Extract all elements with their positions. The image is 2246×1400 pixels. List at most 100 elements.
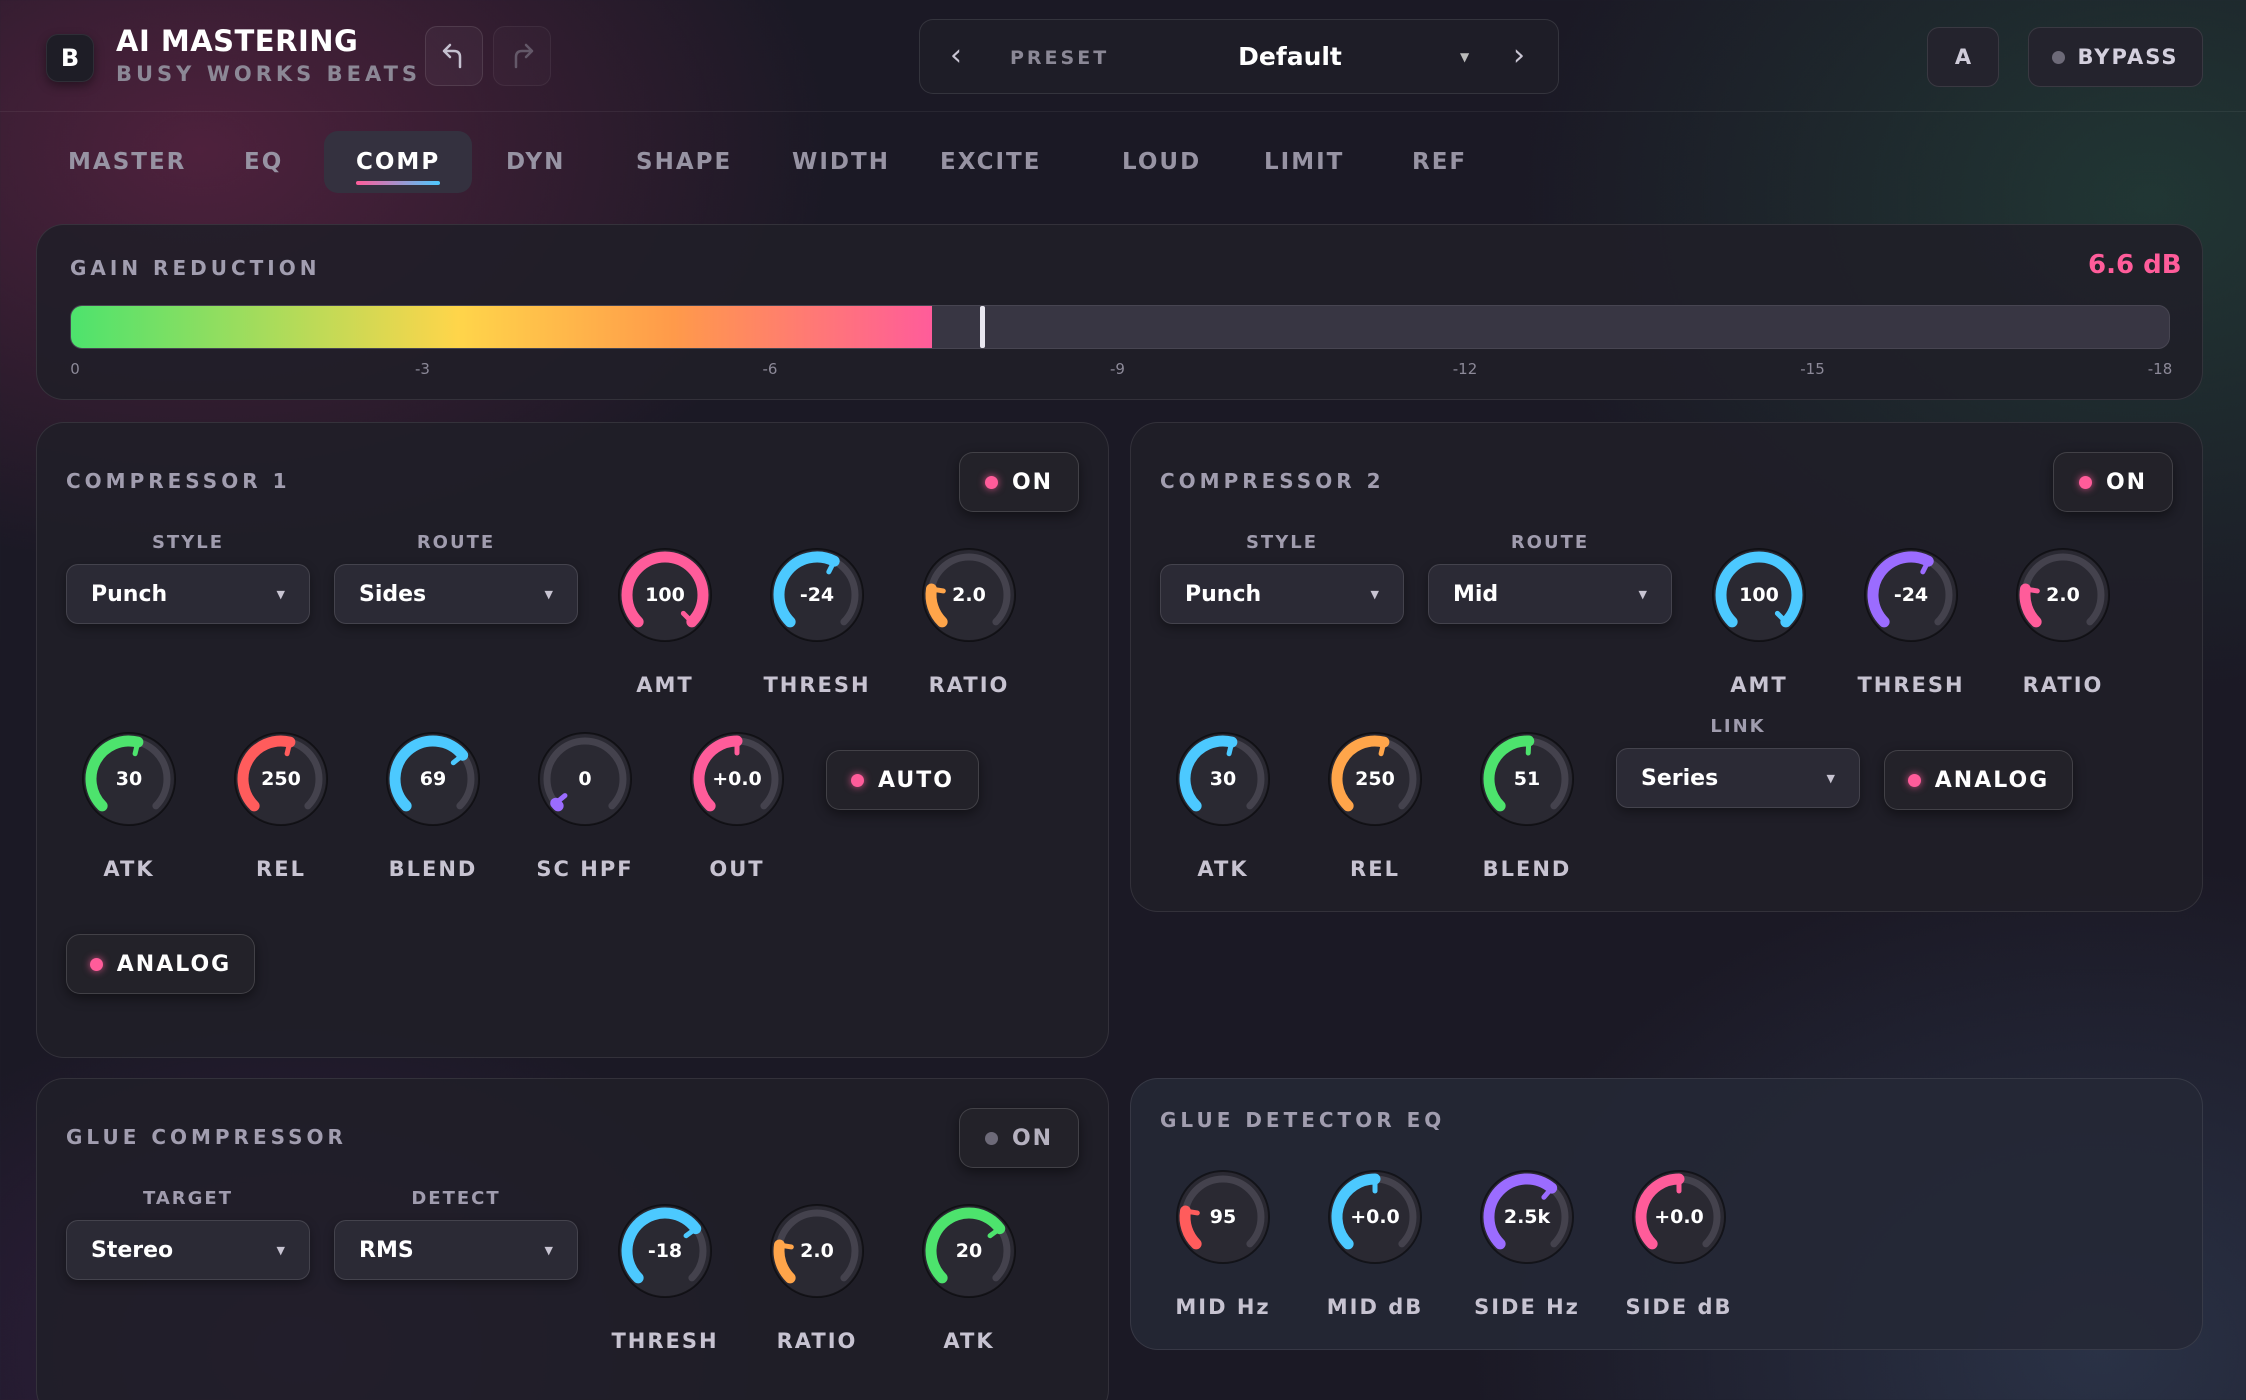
compressor1-auto-button[interactable]: AUTO (826, 750, 979, 810)
glue_eq-knob-side-hz[interactable]: 2.5k (1477, 1167, 1577, 1267)
compressor2-on-button[interactable]: ON (2053, 452, 2173, 512)
tab-dyn[interactable]: DYN (474, 131, 597, 193)
compressor1-knob-thresh[interactable]: -24 (767, 545, 867, 645)
compressor1-style-dropdown[interactable]: Punch ▼ (66, 564, 310, 624)
knob-value: +0.0 (1350, 1206, 1400, 1228)
knob-pointer (826, 558, 837, 575)
knob-pointer (987, 1226, 1003, 1239)
glue-compressor-on-button[interactable]: ON (959, 1108, 1079, 1168)
compressor1-knob-amt[interactable]: 100 (615, 545, 715, 645)
compressor2-link-label: LINK (1710, 716, 1766, 737)
redo-button[interactable] (493, 26, 551, 86)
tab-loud[interactable]: LOUD (1090, 131, 1233, 193)
knob-value-arc (621, 1207, 702, 1284)
knob-value: +0.0 (1654, 1206, 1704, 1228)
glue_eq-knob-side-db[interactable]: +0.0 (1629, 1167, 1729, 1267)
glue-detect-dropdown[interactable]: RMS ▼ (334, 1220, 578, 1280)
tab-shape[interactable]: SHAPE (604, 131, 764, 193)
knob-value: 100 (1739, 584, 1779, 606)
knob-dial (1328, 732, 1422, 826)
preset-next-button[interactable]: › (1513, 38, 1525, 73)
tab-label: REF (1412, 149, 1468, 175)
compressor1-title: COMPRESSOR 1 (66, 469, 291, 493)
knob-pointer (683, 1226, 699, 1239)
gain-reduction-peak-marker (980, 306, 986, 348)
compressor1-knob-atk[interactable]: 30 (79, 729, 179, 829)
glue_eq-knob-mid-db[interactable]: +0.0 (1325, 1167, 1425, 1267)
compressor2-route-dropdown[interactable]: Mid ▼ (1428, 564, 1672, 624)
preset-dropdown[interactable]: Default (1238, 42, 1342, 71)
knob-dial (538, 732, 632, 826)
knob-value-arc (1483, 735, 1535, 812)
knob-value-arc (1179, 1205, 1202, 1250)
preset-prev-button[interactable]: ‹ (950, 38, 962, 73)
compressor1-knob-rel[interactable]: 250 (231, 729, 331, 829)
glue-target-dropdown[interactable]: Stereo ▼ (66, 1220, 310, 1280)
knob-value: 0 (578, 768, 592, 790)
compressor1-style-label: STYLE (151, 532, 225, 553)
knob-pointer (2022, 586, 2040, 594)
knob-value: 30 (1209, 768, 1237, 790)
tab-label: DYN (506, 149, 566, 175)
gain-reduction-tick: 0 (70, 360, 80, 378)
tab-master[interactable]: MASTER (36, 131, 218, 193)
knob-value: 250 (1355, 768, 1395, 790)
knob-value-arc (1331, 735, 1390, 812)
knob-dial (1480, 1170, 1574, 1264)
undo-button[interactable] (425, 26, 483, 86)
knob-value-arc (1635, 1173, 1685, 1250)
tab-comp[interactable]: COMP (324, 131, 473, 193)
compressor2-knob-amt[interactable]: 100 (1709, 545, 1809, 645)
bypass-button[interactable]: BYPASS (2028, 27, 2203, 87)
tab-label: LIMIT (1264, 149, 1345, 175)
chevron-down-icon: ▼ (1638, 587, 1647, 601)
compressor2-style-dropdown[interactable]: Punch ▼ (1160, 564, 1404, 624)
compressor1-knob-blend[interactable]: 69 (383, 729, 483, 829)
chevron-down-icon: ▼ (276, 1243, 285, 1257)
compressor1-route-dropdown[interactable]: Sides ▼ (334, 564, 578, 624)
compressor2-knob-atk[interactable]: 30 (1173, 729, 1273, 829)
compressor2-knob-ratio[interactable]: 2.0 (2013, 545, 2113, 645)
compressor2-link-dropdown[interactable]: Series ▼ (1616, 748, 1860, 808)
knob-dial (1328, 1170, 1422, 1264)
tab-excite[interactable]: EXCITE (908, 131, 1073, 193)
knob-label: MID Hz (1175, 1295, 1271, 1319)
compressor1-style-value: Punch (91, 581, 168, 607)
compressor1-on-button[interactable]: ON (959, 452, 1079, 512)
compressor1-analog-label: ANALOG (116, 951, 232, 977)
tab-label: MASTER (68, 149, 187, 175)
compressor2-analog-label: ANALOG (1934, 767, 2050, 793)
compressor1-knob-sc-hpf[interactable]: 0 (535, 729, 635, 829)
compressor2-knob-blend[interactable]: 51 (1477, 729, 1577, 829)
tab-width[interactable]: WIDTH (760, 131, 922, 193)
tab-ref[interactable]: REF (1380, 131, 1499, 193)
glue_eq-knob-mid-hz[interactable]: 95 (1173, 1167, 1273, 1267)
glue-knob-ratio[interactable]: 2.0 (767, 1201, 867, 1301)
compressor2-knob-thresh[interactable]: -24 (1861, 545, 1961, 645)
knob-value: 69 (419, 768, 447, 790)
knob-label: THRESH (763, 673, 871, 697)
gain-reduction-meter (70, 305, 2170, 349)
knob-label: BLEND (1482, 857, 1572, 881)
knob-value-arc (1331, 1173, 1381, 1250)
knob-value: 100 (645, 584, 685, 606)
compressor1-auto-label: AUTO (878, 767, 954, 793)
compressor2-knob-rel[interactable]: 250 (1325, 729, 1425, 829)
compressor2-on-label: ON (2105, 469, 2148, 495)
tab-limit[interactable]: LIMIT (1232, 131, 1376, 193)
glue-knob-thresh[interactable]: -18 (615, 1201, 715, 1301)
tab-label: LOUD (1122, 149, 1202, 175)
glue-knob-atk[interactable]: 20 (919, 1201, 1019, 1301)
tab-eq[interactable]: EQ (212, 131, 315, 193)
compressor1-analog-button[interactable]: ANALOG (66, 934, 255, 994)
compressor1-knob-out[interactable]: +0.0 (687, 729, 787, 829)
ab-compare-button[interactable]: A (1927, 27, 1999, 87)
app-title: AI MASTERING (116, 24, 359, 58)
knob-value: 2.0 (2046, 584, 2080, 606)
compressor2-analog-button[interactable]: ANALOG (1884, 750, 2073, 810)
compressor1-knob-ratio[interactable]: 2.0 (919, 545, 1019, 645)
knob-value: 30 (115, 768, 143, 790)
knob-label: RATIO (2022, 673, 2104, 697)
knob-dial (1480, 732, 1574, 826)
compressor2-route-label: ROUTE (1510, 532, 1590, 553)
